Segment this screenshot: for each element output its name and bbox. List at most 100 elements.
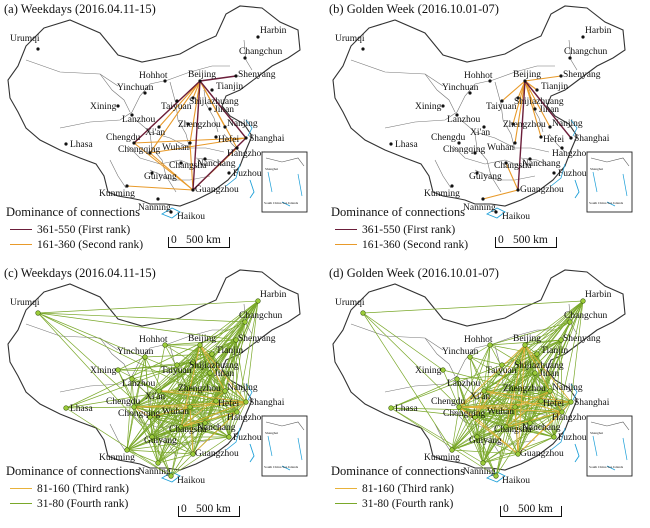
connection-fourth-rank [483,387,514,392]
connection-fourth-rank [151,426,182,438]
connection-second-rank [505,162,519,191]
connection-fourth-rank [390,407,476,418]
city-label: Shenyang [563,70,601,80]
province-boundary [25,59,119,87]
connection-fourth-rank [149,411,238,418]
connection-fourth-rank [228,401,247,438]
city-node [185,385,191,391]
city-dot [488,79,492,83]
connection-fourth-rank [199,300,259,346]
connection-fourth-rank [536,353,542,402]
city-label: Changsha [169,425,207,435]
connection-fourth-rank [245,300,259,403]
connection-fourth-rank [126,416,151,451]
connection-fourth-rank [514,406,555,438]
city-node [190,359,196,365]
city-dot [473,151,477,155]
connection-third-rank [514,390,551,408]
taiwan-island [249,443,255,463]
city-label: Urumqi [335,298,365,308]
connection-third-rank [474,390,485,418]
city-label: Fuzhou [233,169,262,179]
connection-second-rank [501,80,526,102]
connection-lines [126,75,247,191]
city-node [360,310,366,316]
connection-third-rank [458,406,476,418]
connection-fourth-rank [157,422,206,464]
connection-fourth-rank [362,312,453,451]
city-label: Nanjing [227,119,258,129]
city-label: Wuhan [162,407,189,417]
connection-third-rank [483,390,572,403]
connection-second-rank [158,80,201,128]
city-label: Lhasa [70,140,93,150]
connection-fourth-rank [489,321,571,346]
connection-fourth-rank [176,364,226,392]
city-label: Tianjin [216,346,243,356]
connection-fourth-rank [483,390,555,438]
connection-third-rank [180,401,247,428]
connection-third-rank [458,406,519,455]
city-label: Shijiazhuang [514,97,564,107]
connection-fourth-rank [524,300,584,346]
connection-second-rank [149,80,201,154]
connection-fourth-rank [483,339,562,392]
connection-fourth-rank [170,453,194,477]
connection-third-rank [189,401,247,408]
city-label: Jinan [214,105,234,115]
china-outline [332,5,626,207]
city-dot [227,171,231,175]
province-boundary [474,169,536,181]
city-label: Nanchang [522,159,561,169]
connection-second-rank [126,185,194,191]
legend-item-second: 161-360 (Second rank) [335,237,468,252]
connection-fourth-rank [524,339,562,346]
city-label: Haikou [502,476,530,486]
connection-fourth-rank [126,436,230,451]
city-label: Changchun [564,47,608,57]
city-label: Fuzhou [558,433,587,443]
connection-fourth-rank [390,407,484,464]
city-label: Shenyang [238,70,276,80]
city-dot [441,104,445,108]
city-node [129,376,135,382]
city-label: Shijiazhuang [514,361,564,371]
city-dot [468,91,472,95]
province-boundary [59,329,230,393]
connection-fourth-rank [144,353,213,358]
city-label: Wuhan [487,143,514,153]
connection-fourth-rank [512,387,555,438]
city-dot [235,146,239,150]
city-dot [516,96,520,100]
city-dot [208,107,212,111]
connection-second-rank [133,137,247,144]
city-label: Guangzhou [195,185,239,195]
inset-label-bottom: South China Sea Islands [264,465,299,469]
city-label: Shenyang [563,334,601,344]
connection-fourth-rank [524,321,571,346]
city-label: Hefei [218,398,239,409]
connection-fourth-rank [529,390,551,424]
city-dot [188,141,192,145]
city-label: Nanchang [197,423,236,433]
city-node [474,434,480,440]
connection-fourth-rank [529,372,536,424]
connection-fourth-rank [204,372,211,424]
connection-fourth-rank [362,300,584,314]
legend-item-second: 161-360 (Second rank) [10,237,143,252]
city-node [213,398,219,404]
city-label: Shijiazhuang [189,361,239,371]
connection-fourth-rank [482,344,491,464]
connection-fourth-rank [151,422,206,438]
connection-fourth-rank [204,422,230,438]
connection-third-rank [505,411,563,428]
connection-fourth-rank [158,390,238,413]
city-label: Urumqi [10,34,40,44]
city-label: Lanzhou [122,379,155,389]
connection-fourth-rank [170,426,182,477]
connection-fourth-rank [501,321,571,366]
city-dot [568,56,572,60]
city-label: Hohhot [464,71,493,81]
city-node [538,398,544,404]
connection-fourth-rank [164,344,211,374]
